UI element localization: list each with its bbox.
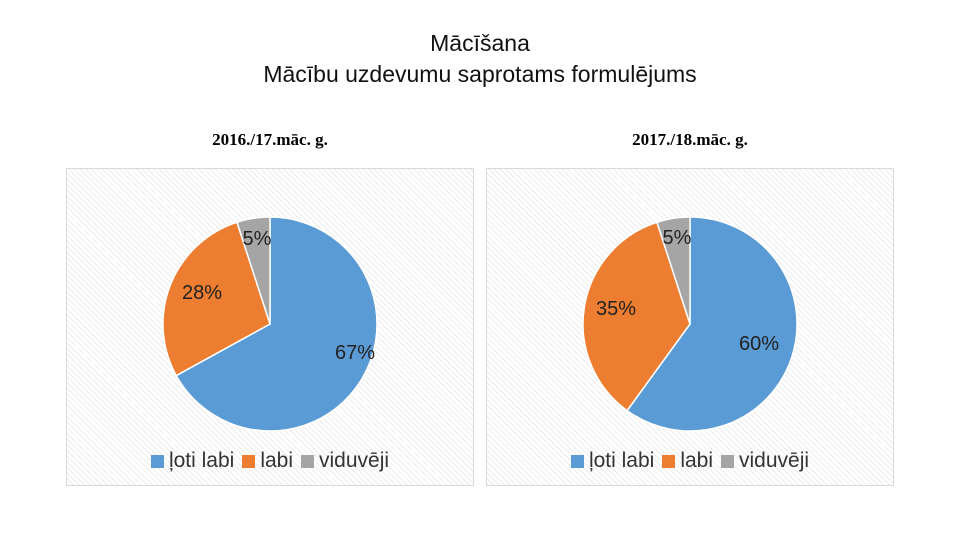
legend-1: ļoti labi labi viduvēji xyxy=(67,449,473,473)
pie-slice-labi xyxy=(582,221,691,412)
pie-slice-viduveji xyxy=(235,216,271,325)
pie-slice-loti-labi xyxy=(626,216,798,432)
pie-slice-labi xyxy=(162,221,271,377)
legend-item-loti-labi: ļoti labi xyxy=(150,449,235,473)
legend-label: labi xyxy=(260,449,294,472)
legend-label: labi xyxy=(680,449,714,472)
legend-label: ļoti labi xyxy=(168,449,235,472)
legend-swatch xyxy=(721,454,735,468)
pie-chart-1: 67% 28% 5% ļoti labi labi viduvēji xyxy=(66,168,474,486)
title-line-1: Mācīšana xyxy=(430,30,530,56)
legend-item-labi: labi xyxy=(662,449,713,473)
legend-item-labi: labi xyxy=(242,449,293,473)
data-label-loti-labi: 60% xyxy=(739,333,779,355)
pie-chart-2-svg: 60% 35% 5% xyxy=(582,216,798,432)
legend-label: viduvēji xyxy=(319,449,390,472)
slide-title: Mācīšana Mācību uzdevumu saprotams formu… xyxy=(0,28,960,90)
data-label-labi: 35% xyxy=(596,298,636,320)
legend-swatch xyxy=(570,454,584,468)
legend-item-loti-labi: ļoti labi xyxy=(570,449,655,473)
legend-swatch xyxy=(150,454,164,468)
legend-item-viduveji: viduvēji xyxy=(301,449,389,473)
chart-title-2: 2017./18.māc. g. xyxy=(632,130,748,149)
data-label-labi: 28% xyxy=(182,282,222,304)
legend-swatch xyxy=(242,454,256,468)
data-label-loti-labi: 67% xyxy=(335,342,375,364)
legend-label: ļoti labi xyxy=(588,449,655,472)
data-label-viduveji: 5% xyxy=(663,227,692,249)
legend-label: viduvēji xyxy=(739,449,810,472)
pie-slice-viduveji xyxy=(655,216,691,325)
title-line-2: Mācību uzdevumu saprotams formulējums xyxy=(263,61,697,87)
pie-chart-1-svg: 67% 28% 5% xyxy=(162,216,378,432)
legend-swatch xyxy=(662,454,676,468)
chart-title-1: 2016./17.māc. g. xyxy=(212,130,328,149)
legend-swatch xyxy=(301,454,315,468)
legend-2: ļoti labi labi viduvēji xyxy=(487,449,893,473)
pie-chart-2: 60% 35% 5% ļoti labi labi viduvēji xyxy=(486,168,894,486)
data-label-viduveji: 5% xyxy=(243,228,272,250)
pie-slice-loti-labi xyxy=(175,216,378,432)
legend-item-viduveji: viduvēji xyxy=(721,449,809,473)
